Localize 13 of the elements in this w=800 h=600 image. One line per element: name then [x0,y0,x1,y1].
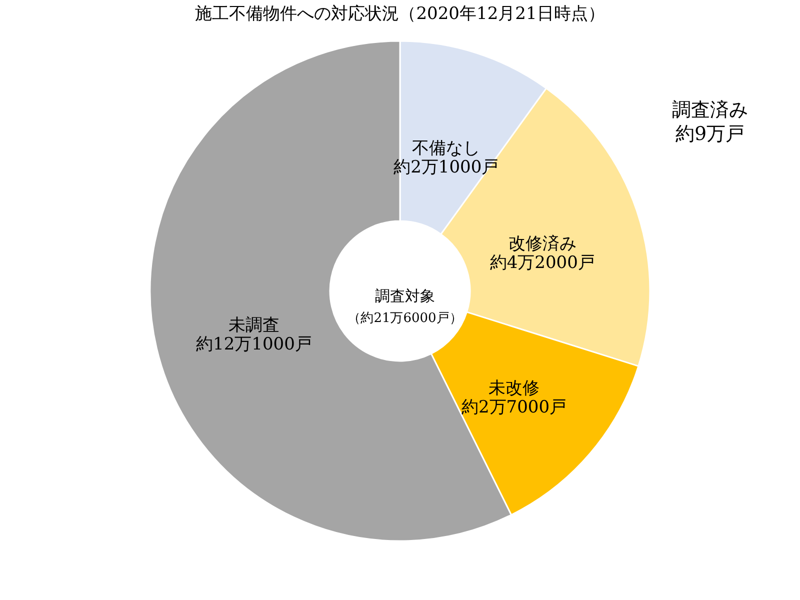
slice-label: 不備なし [412,138,480,158]
text: 約9万戸 [675,123,745,145]
slice-label: 未改修 [488,378,540,398]
data-label: 約2万1000戸 [394,157,499,178]
data-label: 約4万2000戸 [490,252,595,273]
slice-label: 未調査 [228,315,280,336]
data-label: 約2万7000戸 [461,397,567,418]
data-label: 約12万1000戸 [196,334,312,354]
text: 調査済み [672,99,748,121]
chart-title: 施工不備物件への対応状況（2020年12月21日時点） [195,4,605,24]
text: （約21万6000戸） [348,311,462,326]
slice-label: 改修済み [508,234,576,254]
text: 調査対象 [375,287,435,305]
